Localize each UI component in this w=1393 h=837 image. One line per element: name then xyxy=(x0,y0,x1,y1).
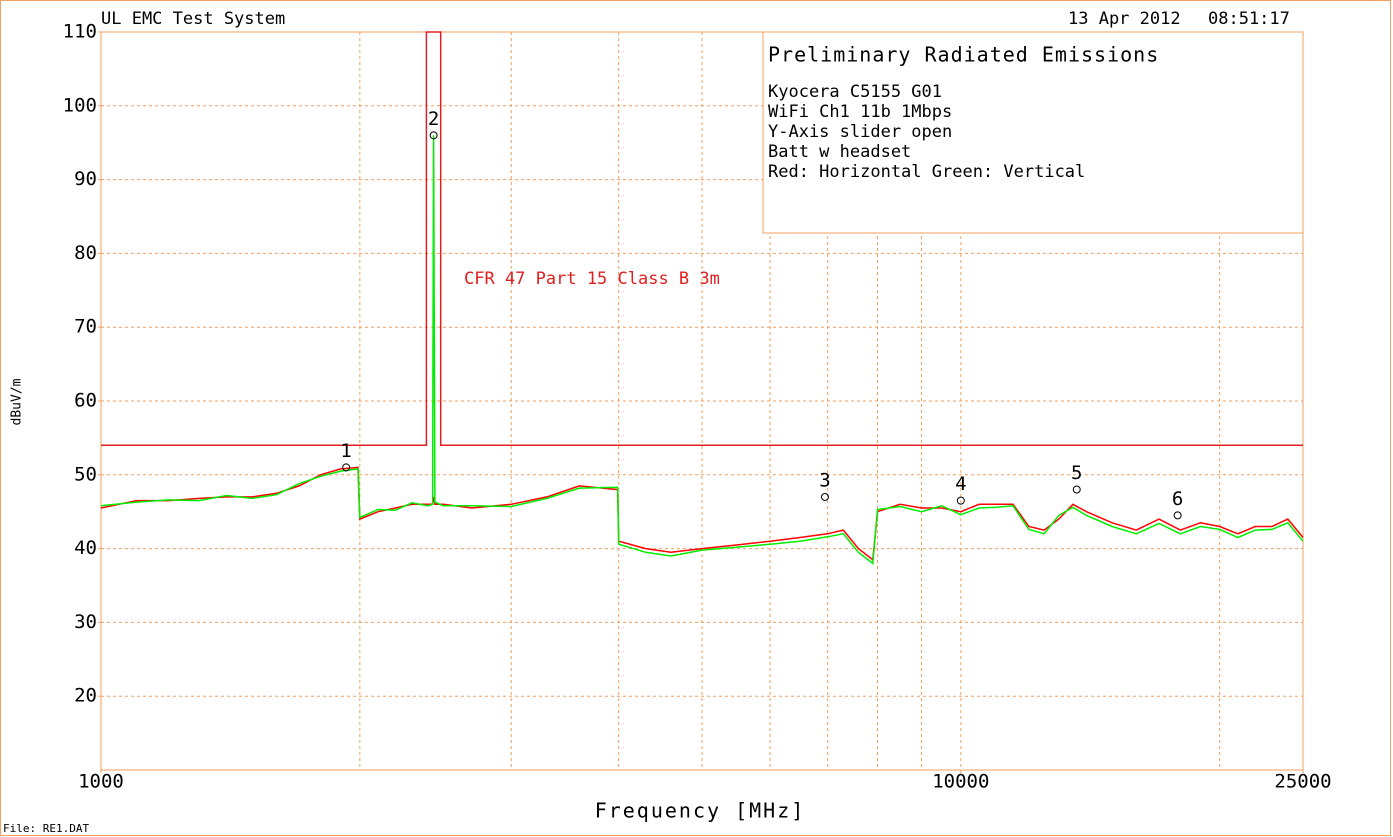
marker xyxy=(429,131,438,140)
y-tick-label: 60 xyxy=(74,390,97,412)
marker-label: 3 xyxy=(819,469,830,491)
marker-label: 1 xyxy=(340,440,351,462)
header-left: UL EMC Test System xyxy=(101,9,285,29)
trace-line xyxy=(100,135,1304,565)
info-line: Y-Axis slider open xyxy=(768,122,952,142)
info-line: Batt w headset xyxy=(768,142,911,162)
info-box xyxy=(762,31,1304,234)
y-tick-label: 100 xyxy=(63,94,97,116)
marker-label: 2 xyxy=(428,108,439,130)
info-title: Preliminary Radiated Emissions xyxy=(768,43,1159,67)
limit-line xyxy=(101,31,1303,447)
y-tick-label: 40 xyxy=(74,537,97,559)
marker-label: 5 xyxy=(1071,462,1082,484)
x-tick-label: 25000 xyxy=(1274,771,1331,793)
marker-label: 6 xyxy=(1172,488,1183,510)
marker xyxy=(1072,485,1081,494)
marker xyxy=(1173,511,1182,520)
y-tick-label: 20 xyxy=(74,685,97,707)
y-tick-label: 110 xyxy=(63,21,97,43)
marker xyxy=(820,492,829,501)
marker xyxy=(342,463,351,472)
info-line: Kyocera C5155 G01 xyxy=(768,82,942,102)
y-tick-label: 70 xyxy=(74,316,97,338)
y-tick-label: 30 xyxy=(74,611,97,633)
y-tick-label: 50 xyxy=(74,463,97,485)
y-tick-label: 90 xyxy=(74,168,97,190)
x-tick-label: 1000 xyxy=(78,771,124,793)
info-line: Red: Horizontal Green: Vertical xyxy=(768,162,1085,182)
marker-label: 4 xyxy=(955,473,966,495)
x-tick-label: 10000 xyxy=(932,771,989,793)
trace-line xyxy=(100,466,1304,562)
x-axis-label: Frequency [MHz] xyxy=(595,799,806,823)
header-time: 08:51:17 xyxy=(1208,9,1290,29)
limit-label: CFR 47 Part 15 Class B 3m xyxy=(464,269,720,289)
y-axis-label: dBuV/m xyxy=(10,378,25,425)
info-line: WiFi Ch1 11b 1Mbps xyxy=(768,102,952,122)
marker xyxy=(956,496,965,505)
file-label: File: RE1.DAT xyxy=(3,822,89,835)
y-tick-label: 80 xyxy=(74,242,97,264)
header-date: 13 Apr 2012 xyxy=(1068,9,1181,29)
